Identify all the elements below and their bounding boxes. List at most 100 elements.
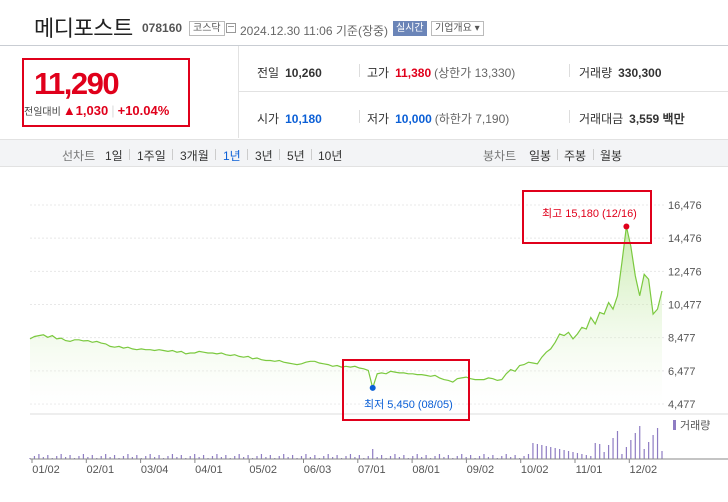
quote-row: 시가 10,180 저가 10,000 (하한가 7,190) 거래대금 3,559 백… (239, 92, 728, 138)
volume-bar (211, 456, 214, 459)
volume-bar (599, 444, 601, 459)
volume-bar (327, 454, 329, 459)
volume-bar (91, 455, 93, 459)
volume-bar (60, 454, 62, 459)
candle-weekly[interactable]: 주봉 (564, 149, 587, 163)
volume-bar (607, 445, 610, 459)
divider (359, 64, 360, 77)
price-change-row: 전일대비 ▲1,030 | +10.04% (24, 103, 214, 118)
company-overview-dropdown[interactable]: 기업개요 ▾ (431, 21, 484, 36)
period-3m[interactable]: 3개월 (180, 149, 209, 163)
volume-bar (639, 426, 641, 459)
volume-bar (82, 454, 85, 459)
x-tick-label: 02/01 (87, 464, 115, 476)
volume-bar (478, 456, 481, 459)
volume-bar (421, 457, 423, 459)
volume-bar (234, 456, 236, 459)
volume-bar (69, 455, 71, 459)
volume-bar (398, 457, 401, 459)
volume-bar (389, 456, 392, 459)
volume-bar (78, 456, 80, 459)
realtime-button[interactable]: 실시간 (393, 21, 427, 36)
volume-bar (545, 446, 547, 459)
open-label: 시가 (257, 112, 280, 126)
divider (359, 110, 360, 123)
low-annotation-box (342, 359, 470, 421)
volume-bar (412, 456, 414, 459)
period-1w[interactable]: 1주일 (137, 149, 166, 163)
volume-bar (354, 457, 356, 459)
chart-period-bar: 선차트 1일 1주일 3개월 1년 3년 5년 10년 봉차트 일봉 주봉 월봉 (0, 139, 728, 167)
volume-bar (550, 447, 552, 459)
period-5y[interactable]: 5년 (287, 149, 305, 163)
volume-bar (470, 455, 472, 459)
price-line (29, 226, 663, 391)
divider (247, 149, 248, 160)
volume-legend-label: 거래량 (680, 419, 710, 432)
x-tick-label: 01/02 (32, 464, 60, 476)
volume-bar (648, 442, 650, 459)
x-tick-label: 10/02 (521, 464, 549, 476)
volume-bar (189, 456, 191, 459)
volume-bar (416, 454, 418, 459)
change-divider: | (111, 103, 115, 118)
volume-legend-swatch (673, 420, 676, 430)
divider (279, 149, 280, 160)
volume-bar (278, 456, 280, 459)
prev-close-cell: 전일 10,260 (257, 64, 322, 81)
volume-bar (603, 452, 605, 459)
current-price-box: 11,290 전일대비 ▲1,030 | +10.04% (22, 58, 190, 127)
period-3y[interactable]: 3년 (255, 149, 273, 163)
volume-bar (483, 454, 485, 459)
volume-bar (105, 454, 107, 459)
candle-daily[interactable]: 일봉 (529, 149, 552, 163)
stock-header: 메디포스트 078160 코스닥 2024.12.30 11:06 기준(장중)… (0, 0, 728, 46)
volume-bar (149, 454, 151, 459)
volume-bar (403, 455, 405, 459)
prev-close-label: 전일 (257, 66, 280, 80)
candle-monthly[interactable]: 월봉 (600, 149, 623, 163)
volume-bar (202, 455, 205, 459)
volume-bar (567, 451, 570, 459)
period-1y[interactable]: 1년 (223, 149, 241, 163)
low-value: 10,000 (395, 112, 432, 126)
volume-bar (283, 454, 285, 459)
volume-bar (100, 456, 102, 459)
price-chart[interactable]: 16,476 14,476 12,476 10,477 8,477 6,477 4,477 … (0, 168, 728, 497)
volume-bar (127, 454, 129, 459)
volume-bar (612, 438, 614, 459)
lower-limit: (하한가 7,190) (434, 112, 510, 126)
divider (593, 149, 594, 160)
volume-bar (358, 455, 360, 459)
quote-info-grid: 전일 10,260 고가 11,380 (상한가 13,330) 거래량 330,300… (238, 46, 728, 138)
volume-bar (243, 457, 245, 459)
high-cell: 고가 11,380 (상한가 13,330) (367, 64, 515, 81)
change-percent: +10.04% (117, 103, 170, 118)
divider (569, 110, 570, 123)
low-label: 저가 (367, 112, 390, 126)
volume-bar (122, 456, 125, 459)
x-axis: 01/02 02/01 03/04 04/01 05/02 06/03 07/01 08/01… (30, 413, 728, 476)
volume-bar (247, 455, 249, 459)
divider (311, 149, 312, 160)
period-10y[interactable]: 10년 (318, 149, 343, 163)
volume-bar (56, 456, 58, 459)
volume-bar (87, 457, 89, 459)
volume-bar (291, 455, 294, 459)
amount-value: 3,559 백만 (629, 112, 685, 126)
volume-bar (300, 456, 303, 459)
period-1d[interactable]: 1일 (105, 149, 123, 163)
volume-bar (501, 456, 503, 459)
volume-bar (314, 455, 316, 459)
amount-label: 거래대금 (579, 112, 624, 126)
volume-bar (65, 457, 67, 459)
volume-bar (652, 435, 654, 459)
x-tick-label: 09/02 (467, 464, 495, 476)
volume-bar (425, 455, 427, 459)
x-tick-label: 08/01 (412, 464, 440, 476)
volume-bar (220, 457, 222, 459)
divider (569, 64, 570, 77)
volume-bar (656, 428, 659, 459)
volume-bar (487, 457, 490, 459)
volume-bar (585, 455, 587, 459)
